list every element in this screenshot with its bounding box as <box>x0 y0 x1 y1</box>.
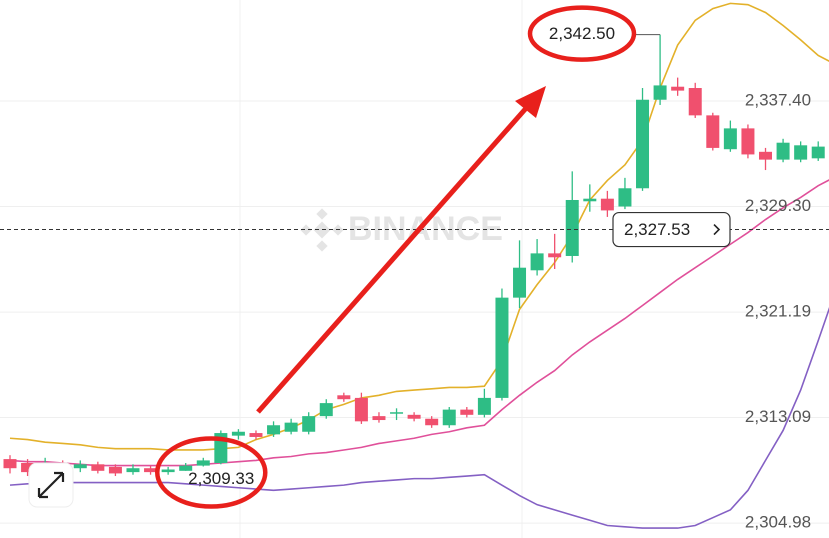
y-tick-label: 2,329.30 <box>745 196 811 215</box>
candle-body <box>530 253 544 271</box>
candle-body <box>460 409 474 415</box>
candle-body <box>21 463 35 473</box>
candle-body <box>179 465 193 471</box>
candle-body <box>425 418 439 426</box>
lines <box>9 2 829 529</box>
candle-body <box>3 459 17 469</box>
candle-body <box>759 151 773 160</box>
candle-body <box>600 198 614 211</box>
candle-body <box>671 86 685 91</box>
candle-body <box>495 297 509 398</box>
band-line <box>9 2 829 451</box>
candle-body <box>249 433 263 437</box>
watermark-text: BINANCE <box>348 210 503 248</box>
annotation-label: 2,309.33 <box>188 469 254 488</box>
price-tag <box>612 211 731 248</box>
candle-body <box>723 128 737 150</box>
annotations: 2,342.50 2,309.33 <box>155 5 661 509</box>
y-tick-label: 2,321.19 <box>745 302 811 321</box>
candle-body <box>354 397 368 422</box>
expand-icon <box>37 471 65 499</box>
candle-body <box>161 469 175 473</box>
band-line <box>9 179 829 467</box>
candle-body <box>144 468 158 473</box>
candle-body <box>477 397 491 415</box>
y-tick-label: 2,337.40 <box>745 91 811 110</box>
candle-body <box>73 464 87 469</box>
candle-body <box>741 128 755 155</box>
candle-body <box>688 88 702 116</box>
candle-body <box>636 99 650 189</box>
highlight-circle <box>527 5 637 62</box>
y-tick-label: 2,313.09 <box>745 407 811 426</box>
candle-body <box>618 188 632 207</box>
y-tick-label: 2,304.98 <box>745 513 811 532</box>
candle-body <box>583 198 597 202</box>
candle-body <box>407 414 421 419</box>
candle-body <box>126 468 140 473</box>
candle-body <box>513 267 527 298</box>
current-price: 2,327.53 <box>0 211 829 248</box>
candle-body <box>319 403 333 417</box>
candle-body <box>372 416 386 421</box>
candle-body <box>337 395 351 400</box>
arrow <box>256 86 546 414</box>
annotation-label: 2,342.50 <box>549 24 615 43</box>
candle-body <box>706 115 720 148</box>
price-chevron <box>713 223 721 236</box>
candle-body <box>302 416 316 432</box>
candle-body <box>108 466 122 474</box>
candle-body <box>565 199 579 256</box>
candle-body <box>231 431 245 436</box>
candle-body <box>267 425 281 435</box>
y-axis: 2,337.40 2,329.30 2,321.19 2,313.09 2,304.98 <box>745 91 811 532</box>
arrow-head <box>515 86 546 118</box>
candle-body <box>284 422 298 432</box>
candle-body <box>811 146 825 159</box>
candle-body <box>390 412 404 414</box>
arrow-shaft <box>256 104 530 414</box>
candle-body <box>653 85 667 100</box>
candle-body <box>196 460 210 466</box>
price-label: 2,327.53 <box>624 220 690 239</box>
candle-body <box>442 409 456 426</box>
candle-body <box>776 142 790 160</box>
candle-body <box>548 253 562 258</box>
candle-body <box>794 145 808 160</box>
highlight-circle <box>155 436 268 509</box>
band-line <box>9 307 829 529</box>
expand-button[interactable] <box>28 462 74 508</box>
candle-body <box>91 464 105 471</box>
